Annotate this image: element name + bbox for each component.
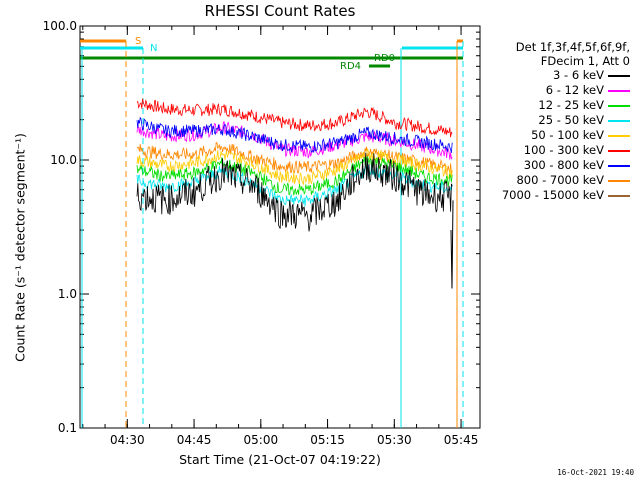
legend-entry: 50 - 100 keV xyxy=(482,128,632,143)
legend-swatch xyxy=(608,120,630,122)
legend-header-line-1: Det 1f,3f,4f,5f,6f,9f, xyxy=(515,40,630,54)
series-line xyxy=(136,121,453,160)
y-tick-label: 10.0 xyxy=(50,153,77,167)
legend-swatch xyxy=(608,150,630,152)
legend-entry: 7000 - 15000 keV xyxy=(482,188,632,203)
x-tick-label: 05:00 xyxy=(244,433,279,447)
legend-swatch xyxy=(608,90,630,92)
series-line xyxy=(136,141,453,176)
plot-frame xyxy=(79,25,481,429)
series-line xyxy=(136,98,453,138)
legend-entry: 6 - 12 keV xyxy=(482,83,632,98)
legend-swatch xyxy=(608,75,630,77)
x-tick-label: 04:30 xyxy=(110,433,145,447)
series-line xyxy=(136,116,453,154)
legend-entry: 800 - 7000 keV xyxy=(482,173,632,188)
legend-rows: 3 - 6 keV 6 - 12 keV 12 - 25 keV 25 - 50 ke… xyxy=(482,68,632,203)
legend-entry: 12 - 25 keV xyxy=(482,98,632,113)
x-axis-title: Start Time (21-Oct-07 04:19:22) xyxy=(179,452,381,467)
legend-entry-label: 6 - 12 keV xyxy=(545,83,604,97)
legend-entry-label: 12 - 25 keV xyxy=(538,98,604,112)
legend: Det 1f,3f,4f,5f,6f,9f, FDecim 1, Att 0 3… xyxy=(482,40,632,203)
series-dropout-spike xyxy=(450,200,454,289)
x-tick-label: 05:30 xyxy=(377,433,412,447)
series-line xyxy=(136,152,453,232)
legend-swatch xyxy=(608,165,630,167)
legend-entry: 3 - 6 keV xyxy=(482,68,632,83)
y-axis-title: Count Rate (s⁻¹ detector segment⁻¹) xyxy=(12,133,28,362)
legend-header-line-2: FDecim 1, Att 0 xyxy=(540,54,630,68)
legend-entry: 300 - 800 keV xyxy=(482,158,632,173)
legend-swatch xyxy=(608,105,630,107)
legend-entry-label: 3 - 6 keV xyxy=(553,68,604,82)
legend-entry: 100 - 300 keV xyxy=(482,143,632,158)
legend-entry-label: 800 - 7000 keV xyxy=(516,173,604,187)
series-line xyxy=(136,155,453,196)
legend-entry: 25 - 50 keV xyxy=(482,113,632,128)
timestamp: 16-Oct-2021 19:40 xyxy=(557,468,634,477)
legend-entry-label: 100 - 300 keV xyxy=(523,143,604,157)
flag-label-s: S xyxy=(135,36,141,47)
legend-swatch xyxy=(608,180,630,182)
legend-entry-label: 50 - 100 keV xyxy=(531,128,604,142)
flag-label-n: N xyxy=(150,43,157,54)
y-tick-label: 1.0 xyxy=(58,287,77,301)
x-tick-label: 04:45 xyxy=(177,433,212,447)
y-tick-label: 100.0 xyxy=(43,19,77,33)
legend-entry-label: 25 - 50 keV xyxy=(538,113,604,127)
legend-swatch xyxy=(608,195,630,197)
legend-swatch xyxy=(608,135,630,137)
legend-entry-label: 7000 - 15000 keV xyxy=(501,188,604,202)
flag-label-rd0: RD0 xyxy=(374,53,395,64)
flag-label-rd4: RD4 xyxy=(340,61,361,72)
x-tick-label: 05:45 xyxy=(444,433,479,447)
y-tick-label: 0.1 xyxy=(58,421,77,435)
legend-entry-label: 300 - 800 keV xyxy=(523,158,604,172)
x-tick-label: 05:15 xyxy=(310,433,345,447)
chart-title: RHESSI Count Rates xyxy=(204,2,356,20)
